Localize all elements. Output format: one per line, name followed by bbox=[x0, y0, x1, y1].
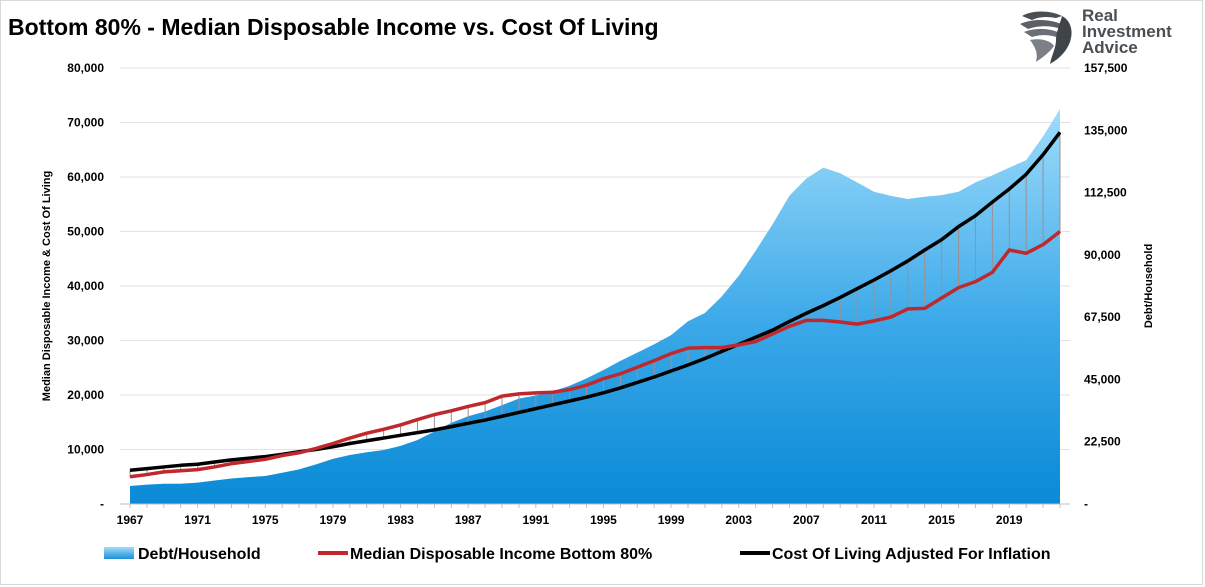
y-right-tick-label: 90,000 bbox=[1084, 248, 1121, 262]
logo-line-1: Real bbox=[1082, 6, 1118, 25]
legend-cost: Cost Of Living Adjusted For Inflation bbox=[772, 546, 1051, 563]
y-right-tick-label: - bbox=[1084, 497, 1088, 511]
logo-text: Real Investment Advice bbox=[1082, 6, 1172, 57]
y-right-tick-label: 22,500 bbox=[1084, 435, 1121, 449]
logo-line-2: Investment bbox=[1082, 22, 1172, 41]
x-tick-label: 1967 bbox=[117, 513, 144, 527]
y-left-tick-label: 20,000 bbox=[67, 388, 104, 402]
y-right-label: Debt/Household bbox=[1143, 244, 1155, 328]
y-left-tick-label: 80,000 bbox=[67, 61, 104, 75]
series-lines bbox=[129, 131, 1062, 479]
y-left-tick-label: 10,000 bbox=[67, 443, 104, 457]
y-left-tick-label: - bbox=[100, 497, 104, 511]
x-tick-label: 2003 bbox=[725, 513, 752, 527]
axes: - 10,000 20,000 30,000 40,000 50,000 60,000 70,… bbox=[67, 61, 1127, 527]
debt-area bbox=[130, 108, 1060, 505]
y-left-tick-label: 70,000 bbox=[67, 116, 104, 130]
x-tick-label: 1979 bbox=[320, 513, 347, 527]
logo bbox=[1016, 8, 1186, 66]
series-line-income bbox=[129, 230, 1062, 479]
x-tick-label: 2007 bbox=[793, 513, 820, 527]
y-right-tick-label: 67,500 bbox=[1084, 310, 1121, 324]
x-tick-label: 1983 bbox=[387, 513, 414, 527]
y-left-label: Median Disposable Income & Cost Of Livin… bbox=[41, 171, 53, 401]
x-tick-label: 2019 bbox=[996, 513, 1023, 527]
y-left-tick-label: 30,000 bbox=[67, 334, 104, 348]
x-tick-label: 1971 bbox=[184, 513, 211, 527]
eagle-head-icon bbox=[1020, 11, 1072, 64]
y-right-tick-label: 135,000 bbox=[1084, 123, 1128, 137]
y-right-tick-label: 112,500 bbox=[1084, 186, 1127, 200]
x-tick-label: 1999 bbox=[658, 513, 685, 527]
y-right-tick-label: 45,000 bbox=[1084, 372, 1121, 386]
x-tick-label: 1975 bbox=[252, 513, 279, 527]
x-tick-label: 2011 bbox=[861, 513, 887, 527]
chart-title: Bottom 80% - Median Disposable Income vs… bbox=[8, 14, 659, 40]
legend-debt: Debt/Household bbox=[138, 546, 261, 563]
x-tick-label: 1995 bbox=[590, 513, 617, 527]
y-left-tick-label: 50,000 bbox=[67, 225, 104, 239]
x-tick-label: 1987 bbox=[455, 513, 482, 527]
y-left-tick-label: 60,000 bbox=[67, 170, 104, 184]
series-area-debt bbox=[130, 108, 1060, 505]
logo-line-3: Advice bbox=[1082, 38, 1138, 57]
x-tick-label: 1991 bbox=[522, 513, 549, 527]
y-right-tick-label: 157,500 bbox=[1084, 61, 1128, 75]
x-tick-label: 2015 bbox=[928, 513, 955, 527]
legend: Debt/Household Median Disposable Income … bbox=[104, 546, 1051, 563]
legend-income: Median Disposable Income Bottom 80% bbox=[350, 546, 652, 563]
y-left-tick-label: 40,000 bbox=[67, 279, 104, 293]
legend-swatch-debt bbox=[104, 547, 134, 559]
